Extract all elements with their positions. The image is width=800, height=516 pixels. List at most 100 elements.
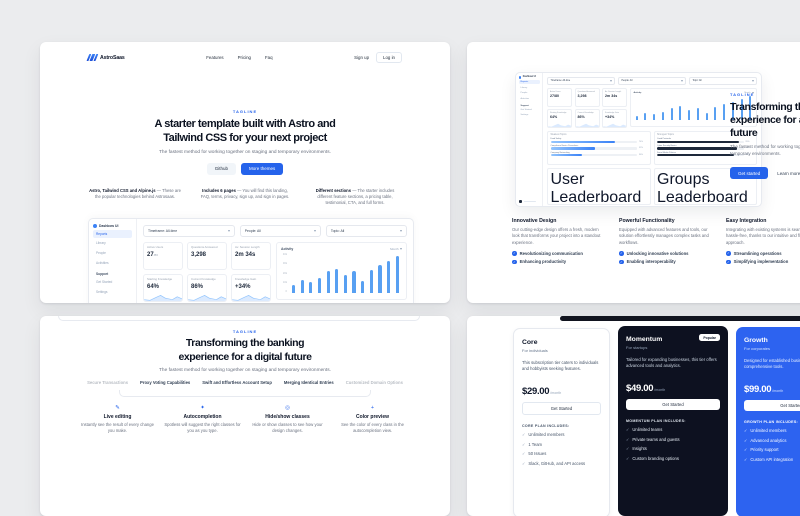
topic-name: Social Media Policies — [657, 151, 676, 154]
mini-nav-settings[interactable]: Settings — [520, 114, 529, 117]
plan-feature: ✓ 50 Issues — [522, 451, 601, 456]
astrosaas-logo-icon — [86, 54, 99, 61]
timeframe-filter-label: Timeframe: All-time — [148, 229, 178, 233]
mini-nav-activities[interactable]: Activities — [520, 97, 530, 100]
plan-feature-text: Slack, GitHub, and API access — [528, 460, 586, 466]
stat-number: 86% — [191, 283, 204, 290]
tab-secure-transactions[interactable]: Secure Transactions — [87, 380, 129, 386]
feature-hide-show-classes: ◎ Hide/show classes Hide or show classes… — [248, 406, 328, 434]
github-button[interactable]: Github — [206, 162, 236, 175]
feature-title: Hide/show classes — [265, 414, 310, 421]
signup-link[interactable]: Sign up — [354, 55, 370, 60]
month-dropdown[interactable]: Month — [390, 247, 402, 251]
people-filter[interactable]: People: All — [239, 225, 321, 237]
stat-active-users: Active Users 27/80 — [547, 88, 572, 107]
plan-feature-text: Custom branding options — [632, 455, 679, 461]
login-button[interactable]: Log in — [376, 52, 402, 63]
tab-account-setup[interactable]: Swift and Effortless Account Setup — [202, 380, 272, 386]
feature-bold: Different sections — [315, 187, 352, 193]
stat-label: Starting Knowledge — [550, 112, 567, 114]
mini-nav-library[interactable]: Library — [520, 86, 528, 89]
topic-percent: 92% — [745, 147, 750, 150]
plan-feature: ✓ Custom API integration — [744, 457, 800, 462]
tab-proxy-voting[interactable]: Proxy Voting Capabilities — [140, 380, 191, 386]
check-icon: ✓ — [744, 447, 748, 453]
check-icon: ✓ — [744, 437, 748, 443]
bullet-text: Unlocking innovative solutions — [626, 250, 689, 256]
caret-down-icon — [680, 80, 683, 82]
topic-row: Food Safety 74% — [550, 138, 648, 143]
timeframe-filter[interactable]: Timeframe: All-time — [143, 225, 235, 237]
sparkline-chart — [232, 295, 270, 301]
nav-pricing[interactable]: Pricing — [237, 55, 251, 60]
topic-percent: 95% — [745, 140, 750, 143]
mini-stat-cards: Active Users 27/80 Questions Answered 3,29… — [547, 88, 627, 128]
stat-starting-knowledge: Starting Knowledge 64% — [547, 109, 572, 128]
stat-number: +34% — [235, 283, 251, 290]
topic-filter[interactable]: Topic: All — [325, 225, 407, 237]
plan-includes-header: GROWTH PLAN INCLUDES: — [744, 419, 799, 424]
tab-content-bottom-sliver — [119, 390, 371, 398]
leaderboards-row: User Leaderboard Jesse Thomas637 Points … — [547, 167, 757, 205]
stat-questions-answered: Questions Answered 3,298 — [187, 242, 227, 270]
learn-more-button[interactable]: Learn more — [777, 170, 800, 176]
topic-percent: 89% — [745, 154, 750, 157]
more-themes-button[interactable]: More themes — [241, 162, 284, 175]
mini-nav-get-started[interactable]: Get Started — [520, 108, 532, 111]
activity-chart-title: Activity — [281, 247, 294, 251]
get-started-button[interactable]: Get Started — [522, 401, 601, 415]
people-filter[interactable]: People: All — [618, 77, 686, 85]
dash-nav-people[interactable]: People — [96, 250, 106, 255]
bullet-text: Streamlining operations — [733, 250, 782, 256]
feature-description: Equipped with advanced features and tool… — [619, 227, 709, 245]
stat-value: 27/80 — [550, 94, 569, 98]
stat-starting-knowledge: Starting Knowledge 64% — [143, 274, 183, 302]
stat-questions-answered: Questions Answered 3,298 — [574, 88, 600, 107]
check-circle-icon: ✓ — [512, 259, 517, 265]
stat-cards: Active Users 27/80 Questions Answered 3,29… — [143, 242, 271, 302]
dash-nav-get-started[interactable]: Get Started — [96, 280, 113, 285]
bullet-text: Enabling interoperability — [626, 259, 676, 265]
sparkline-chart — [603, 123, 626, 127]
stat-session-length: Av. Session Length 2m 34s — [231, 242, 271, 270]
y-tick: 0 — [285, 290, 287, 293]
dash-nav-library[interactable]: Library — [96, 241, 106, 246]
check-icon: ✓ — [744, 456, 748, 462]
stat-label: Current Knowledge — [191, 277, 216, 281]
month-dropdown-label: Month — [744, 91, 751, 94]
dash-nav-settings[interactable]: Settings — [96, 289, 108, 294]
plan-feature: ✓ Insights — [626, 446, 720, 451]
check-circle-icon: ✓ — [619, 259, 624, 265]
tab-customized-domain[interactable]: Customized Domain Options — [345, 380, 403, 386]
user-name-placeholder — [523, 200, 536, 202]
nav-faq[interactable]: Faq — [265, 55, 273, 60]
nav-features[interactable]: Features — [206, 55, 224, 60]
auth-actions: Sign up Log in — [354, 52, 402, 63]
panel-pricing-section: Core For individuals This subscription t… — [467, 316, 800, 516]
avatar — [518, 199, 522, 203]
timeframe-filter[interactable]: Timeframe: All-time — [547, 77, 615, 85]
astrosaas-logo[interactable]: AstroSaas — [86, 54, 125, 61]
get-started-button[interactable]: Get Started — [744, 399, 800, 411]
dash-nav-activities[interactable]: Activities — [96, 260, 109, 265]
mini-nav-people[interactable]: People — [520, 92, 528, 95]
plan-feature: ✓ Custom branding options — [626, 456, 720, 461]
get-started-button[interactable]: Get Started — [626, 398, 720, 410]
sidebar-user-item[interactable] — [518, 199, 536, 203]
stat-label: Av. Session Length — [235, 245, 260, 249]
groups-leaderboard-card: Groups Leaderboard Houston Facility52 Po… — [653, 167, 757, 205]
plan-feature-text: Unlimited members — [750, 428, 787, 434]
mini-nav-reports[interactable]: Reports — [518, 79, 540, 85]
feature-bullet: ✓ Unlocking innovative solutions — [619, 251, 714, 256]
caret-down-icon — [313, 230, 316, 232]
topic-percent: 52% — [639, 147, 644, 150]
activity-chart-y-axis: 40k 30k 20k 10k 0 — [281, 253, 289, 293]
tab-merging-entries[interactable]: Merging Identical Entries — [283, 380, 334, 386]
price-amount: $99.00 — [744, 383, 772, 395]
stat-number: +34% — [605, 115, 615, 120]
topic-filter[interactable]: Topic: All — [689, 77, 757, 85]
activity-chart-title: Activity — [633, 91, 642, 94]
month-dropdown[interactable]: Month — [744, 91, 754, 94]
get-started-button[interactable]: Get started — [730, 167, 769, 180]
dash-nav-reports[interactable]: Reports — [93, 230, 132, 238]
